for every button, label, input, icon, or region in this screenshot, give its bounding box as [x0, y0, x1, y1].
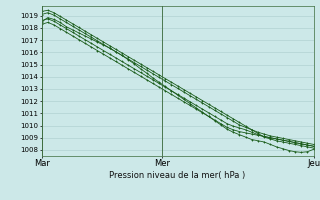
- X-axis label: Pression niveau de la mer( hPa ): Pression niveau de la mer( hPa ): [109, 171, 246, 180]
